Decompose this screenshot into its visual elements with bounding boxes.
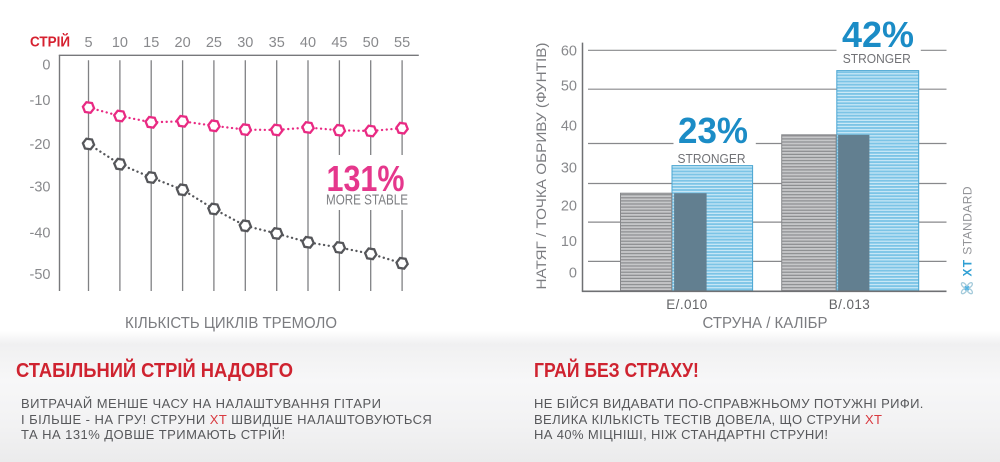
svg-text:60: 60 — [561, 43, 577, 59]
svg-text:10: 10 — [561, 234, 577, 250]
svg-text:35: 35 — [269, 35, 285, 51]
svg-text:55: 55 — [394, 35, 410, 51]
svg-text:23%: 23% — [678, 110, 748, 151]
svg-text:10: 10 — [112, 35, 128, 51]
svg-text:131%: 131% — [327, 158, 405, 199]
svg-text:25: 25 — [206, 35, 222, 51]
svg-text:45: 45 — [331, 35, 347, 51]
svg-text:-10: -10 — [30, 93, 51, 109]
svg-text:КІЛЬКІСТЬ ЦИКЛІВ ТРЕМОЛО: КІЛЬКІСТЬ ЦИКЛІВ ТРЕМОЛО — [125, 315, 337, 332]
svg-text:-30: -30 — [30, 180, 51, 196]
svg-text:42%: 42% — [842, 14, 914, 55]
svg-text:40: 40 — [300, 35, 316, 51]
svg-text:30: 30 — [561, 161, 577, 177]
svg-text:0: 0 — [569, 266, 577, 282]
svg-text:30: 30 — [237, 35, 253, 51]
svg-text:STRONGER: STRONGER — [843, 51, 911, 66]
svg-text:5: 5 — [84, 35, 92, 51]
svg-text:20: 20 — [175, 35, 191, 51]
svg-text:B/.013: B/.013 — [829, 297, 870, 312]
svg-text:STRONGER: STRONGER — [678, 151, 746, 166]
svg-text:-40: -40 — [30, 225, 51, 241]
svg-text:-20: -20 — [30, 137, 51, 153]
svg-text:50: 50 — [561, 79, 577, 95]
svg-text:50: 50 — [363, 35, 379, 51]
svg-text:-50: -50 — [30, 267, 51, 283]
svg-text:СТРІЙ: СТРІЙ — [30, 33, 70, 51]
svg-text:E/.010: E/.010 — [666, 297, 707, 312]
svg-text:20: 20 — [561, 199, 577, 215]
svg-text:15: 15 — [143, 35, 159, 51]
svg-text:40: 40 — [561, 119, 577, 135]
svg-text:СТРУНА / КАЛІБР: СТРУНА / КАЛІБР — [703, 315, 828, 332]
svg-text:НАТЯГ / ТОЧКА ОБРИВУ (ФУНТІВ): НАТЯГ / ТОЧКА ОБРИВУ (ФУНТІВ) — [533, 43, 549, 290]
svg-text:XTSTANDARD: XTSTANDARD — [961, 186, 975, 276]
svg-text:MORE STABLE: MORE STABLE — [326, 192, 408, 209]
svg-text:0: 0 — [42, 57, 50, 73]
